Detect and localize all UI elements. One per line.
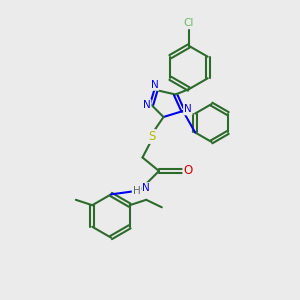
- Text: H: H: [133, 185, 140, 196]
- Text: N: N: [142, 183, 150, 193]
- Text: O: O: [184, 164, 193, 178]
- Text: N: N: [151, 80, 158, 90]
- Text: S: S: [148, 130, 155, 143]
- Text: N: N: [184, 104, 192, 115]
- Text: Cl: Cl: [184, 18, 194, 28]
- Text: N: N: [143, 100, 151, 110]
